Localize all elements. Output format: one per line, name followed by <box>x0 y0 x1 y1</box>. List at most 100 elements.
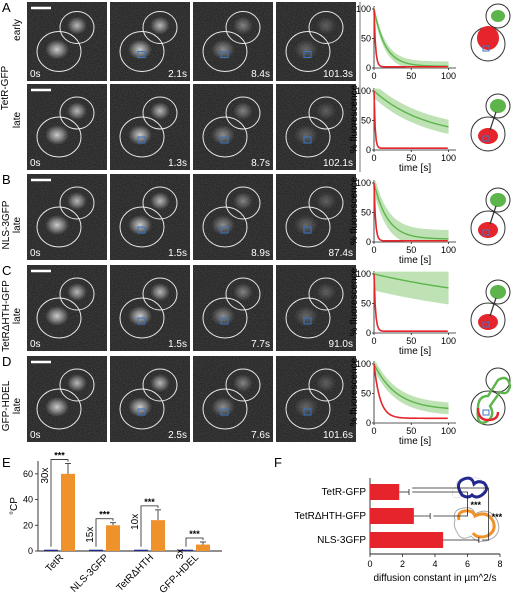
cell-outline-mother <box>119 116 165 158</box>
cell-outline-mother <box>285 116 331 158</box>
nucleus-glow-mother <box>128 39 152 60</box>
nucleus-glow-bud <box>316 16 336 35</box>
row-label-d-late: late <box>12 398 23 415</box>
cell-outline-mother <box>202 388 248 430</box>
nucleus-glow-mother <box>128 215 152 235</box>
significance-bracket <box>95 518 114 547</box>
nucleus-green <box>490 285 506 299</box>
micrograph-tile: 8.7s <box>193 84 273 170</box>
y-tick-label: 20 <box>23 520 33 530</box>
cell-outline-bud <box>225 277 261 311</box>
significance-bracket <box>50 459 69 547</box>
micrograph-tile: 1.3s <box>110 84 190 170</box>
cell-schematic <box>470 187 511 246</box>
category-label: TetRΔHTH <box>115 552 157 593</box>
timestamp: 0s <box>30 69 41 80</box>
timestamp: 101.6s <box>323 430 353 441</box>
micrograph-tile: 87.4s <box>276 174 356 260</box>
x-tick-label: 0 <box>371 71 376 81</box>
timestamp: 7.6s <box>251 430 270 441</box>
fold-change-label: 10x <box>130 514 141 530</box>
micrograph-tile: 2.5s <box>110 356 190 442</box>
cell-outline-bud <box>225 11 261 44</box>
micrograph-tile: 2.1s <box>110 2 190 81</box>
y-tick-label: 60 <box>23 469 33 479</box>
nucleus-glow-bud <box>316 192 336 210</box>
nucleus-glow-bud <box>150 192 170 210</box>
micrograph-tile: 91.0s <box>276 265 356 351</box>
nucleus-glow-mother <box>294 39 318 60</box>
bleach-roi <box>482 229 490 236</box>
red-series-line <box>373 273 448 333</box>
nucleus-glow-bud <box>233 102 253 120</box>
timestamp: 1.5s <box>168 248 187 259</box>
bleach-roi <box>303 51 312 58</box>
red-series-line <box>373 182 448 242</box>
x-axis-label: time [s] <box>399 163 431 174</box>
cell-outline-bud <box>142 96 178 130</box>
bar-er <box>151 520 165 551</box>
micrograph-tile: 101.3s <box>276 2 356 81</box>
bar-er <box>61 473 75 551</box>
bar-nucleus <box>179 549 193 551</box>
panel-label-d: D <box>2 354 11 369</box>
bleach-roi <box>137 408 146 416</box>
cell-outline-bud <box>142 277 178 311</box>
cell-outline-bud <box>225 186 261 220</box>
y-tick-label: 50 <box>361 115 371 125</box>
fold-change-label: 3x <box>175 549 186 560</box>
cell-outline-bud <box>59 96 95 130</box>
nucleus-glow-mother <box>211 306 235 326</box>
timestamp: 102.1s <box>323 158 353 169</box>
significance-bracket <box>185 537 204 547</box>
x-tick-label: 100 <box>441 153 456 163</box>
nucleus-glow-bud <box>67 102 87 120</box>
green-error-band <box>374 361 449 415</box>
bar-diffusion <box>370 484 400 500</box>
micrograph-tile: 8.4s <box>193 2 273 81</box>
chart-e: 0204060°CP***30xTetR***15xNLS-3GFP***10x… <box>9 451 222 593</box>
x-tick-label: 50 <box>406 153 416 163</box>
bleach-roi <box>137 317 146 325</box>
green-series-line <box>373 90 449 128</box>
bleach-roi <box>220 226 229 234</box>
bleach-roi <box>303 136 312 144</box>
panel-label-a: A <box>2 0 11 15</box>
row-label-b-late: late <box>12 217 23 234</box>
nucleus-glow-bud <box>233 374 253 392</box>
timestamp: 0s <box>30 158 41 169</box>
timestamp: 101.3s <box>323 69 353 80</box>
nucleus-glow-bud <box>233 192 253 210</box>
significance-stars: *** <box>492 512 503 522</box>
row-label-d-construct: GFP-HDEL <box>1 380 12 431</box>
x-tick-label: 50 <box>406 336 416 346</box>
cell-outline-bud <box>59 277 95 311</box>
timestamp: 0s <box>30 430 41 441</box>
significance-bracket <box>140 505 159 547</box>
timestamp: 2.5s <box>168 430 187 441</box>
micrograph-tile: 7.7s <box>193 265 273 351</box>
nucleus-glow-mother <box>294 306 318 326</box>
timestamp: 0s <box>30 248 41 259</box>
x-tick-label: 50 <box>406 71 416 81</box>
bleach-roi <box>220 136 229 144</box>
y-tick-label: 100 <box>356 359 371 369</box>
cell-outline-mother <box>119 297 165 339</box>
y-tick-label: 50 <box>361 207 371 217</box>
bar-er <box>196 544 210 551</box>
micrograph-tile: 0s <box>27 356 107 442</box>
nucleus-glow-mother <box>45 397 69 417</box>
timestamp: 8.4s <box>251 69 270 80</box>
timestamp: 87.4s <box>329 248 353 259</box>
nucleus-red <box>477 26 499 50</box>
nuclear-bridge <box>489 205 497 225</box>
nucleus-glow-mother <box>211 215 235 235</box>
x-tick-label: 100 <box>441 71 456 81</box>
cell-outline-bud <box>308 186 344 220</box>
cell-outline-bud <box>308 96 344 130</box>
row-label-b-construct: NLS-3GFP <box>1 200 12 249</box>
y-tick-label: 0 <box>366 145 371 155</box>
